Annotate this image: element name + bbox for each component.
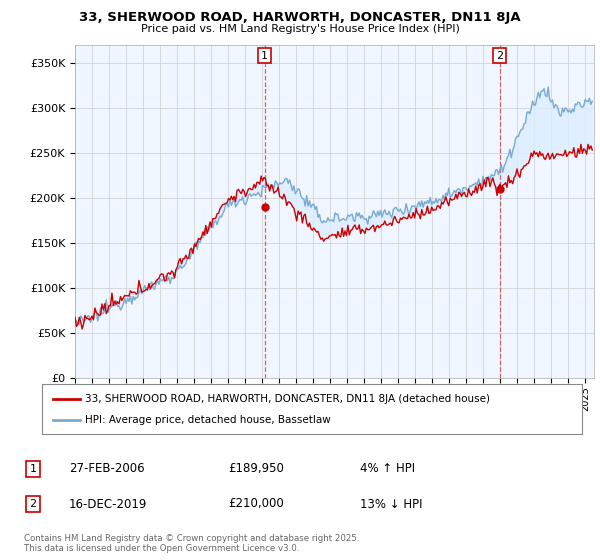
Text: £189,950: £189,950: [228, 462, 284, 475]
Text: 1: 1: [29, 464, 37, 474]
Text: £210,000: £210,000: [228, 497, 284, 511]
Text: 2: 2: [496, 50, 503, 60]
Text: 16-DEC-2019: 16-DEC-2019: [69, 497, 148, 511]
Text: Contains HM Land Registry data © Crown copyright and database right 2025.
This d: Contains HM Land Registry data © Crown c…: [24, 534, 359, 553]
Text: 33, SHERWOOD ROAD, HARWORTH, DONCASTER, DN11 8JA (detached house): 33, SHERWOOD ROAD, HARWORTH, DONCASTER, …: [85, 394, 490, 404]
Text: Price paid vs. HM Land Registry's House Price Index (HPI): Price paid vs. HM Land Registry's House …: [140, 24, 460, 34]
Text: HPI: Average price, detached house, Bassetlaw: HPI: Average price, detached house, Bass…: [85, 415, 331, 425]
Text: 2: 2: [29, 499, 37, 509]
Text: 27-FEB-2006: 27-FEB-2006: [69, 462, 145, 475]
Text: 13% ↓ HPI: 13% ↓ HPI: [360, 497, 422, 511]
Text: 33, SHERWOOD ROAD, HARWORTH, DONCASTER, DN11 8JA: 33, SHERWOOD ROAD, HARWORTH, DONCASTER, …: [79, 11, 521, 24]
Text: 1: 1: [261, 50, 268, 60]
Text: 4% ↑ HPI: 4% ↑ HPI: [360, 462, 415, 475]
